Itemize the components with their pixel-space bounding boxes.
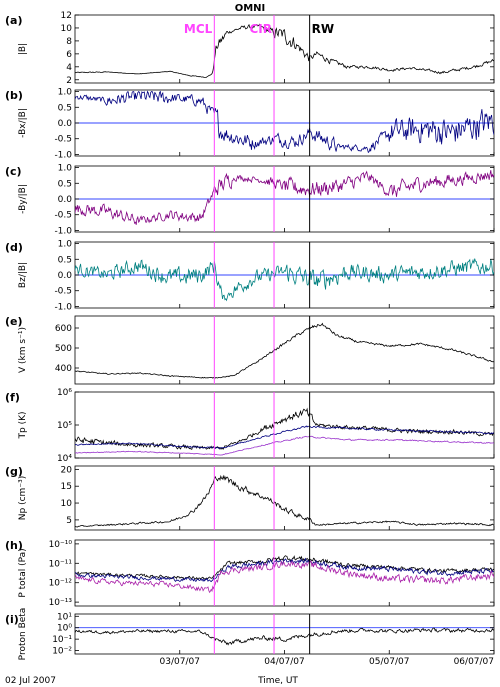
y-tick-label: 20 [61, 465, 73, 475]
y-tick-label: 1.0 [58, 164, 73, 174]
y-axis-label: Np (cm⁻³) [18, 476, 28, 520]
y-tick-label: 2 [66, 76, 72, 86]
panel-letter: (d) [5, 241, 23, 254]
y-tick-label: 10⁻¹¹ [49, 559, 73, 569]
y-tick-label: 400 [55, 364, 72, 374]
panel-f: 10⁴ 10⁵ 10⁶ (f) Tp (K) [5, 388, 495, 464]
y-axis-label: -Bx/|B| [18, 108, 28, 138]
y-tick-label: -0.5 [54, 287, 72, 297]
y-tick-label: 5 [66, 516, 72, 526]
series-line-b-0 [75, 90, 494, 154]
x-axis: 03/07/07 04/07/07 05/07/07 06/07/07 [160, 657, 494, 667]
y-tick-label: 10⁴ [57, 454, 72, 464]
y-axis-label: Bz/|B| [18, 262, 28, 288]
y-axis-label: Tp (K) [18, 412, 28, 440]
chart-title: OMNI [235, 3, 266, 14]
panel-frame [74, 315, 495, 385]
series-line-h-1 [75, 557, 494, 583]
series-line-f-2 [75, 435, 494, 456]
marker-label-mcl: MCL [184, 22, 213, 36]
y-tick-label: -1.0 [54, 150, 72, 160]
y-tick-label: -1.0 [54, 226, 72, 236]
y-tick-label: 10⁻¹ [52, 635, 72, 645]
panel-letter: (f) [5, 391, 20, 404]
series-line-h-0 [75, 555, 494, 580]
panel-letter: (e) [5, 315, 23, 328]
panel-letter: (b) [5, 89, 23, 102]
panel-letter: (c) [5, 165, 22, 178]
panel-letter: (h) [5, 539, 23, 552]
y-tick-label: 600 [55, 324, 72, 334]
y-tick-label: 0.5 [58, 103, 72, 113]
event-markers: MCL CIR RW [184, 15, 334, 654]
panel-frame [74, 613, 495, 655]
y-tick-label: 10⁵ [57, 421, 72, 431]
x-tick-label: 04/07/07 [264, 657, 304, 667]
panel-letter: (g) [5, 465, 23, 478]
y-tick-label: 10⁻¹² [49, 579, 73, 589]
y-tick-label: 1.0 [58, 240, 73, 250]
series-line-c-0 [75, 170, 494, 225]
panel-letter: (a) [5, 14, 22, 27]
y-tick-label: 10⁻¹⁰ [49, 540, 73, 550]
y-tick-label: 10 [61, 24, 73, 34]
y-tick-label: -0.5 [54, 211, 72, 221]
panel-d: -1.0 -0.5 0.0 0.5 1.0 (d) Bz/|B| [5, 240, 495, 312]
series-line-e-0 [75, 322, 494, 379]
y-tick-label: 500 [55, 344, 72, 354]
panel-frame [74, 14, 495, 84]
panel-e: 400 500 600 (e)V (km s⁻¹) [5, 315, 495, 385]
y-tick-label: 4 [66, 63, 72, 73]
y-tick-label: 10⁰ [57, 624, 72, 634]
y-tick-label: 0.0 [58, 119, 73, 129]
y-tick-label: 10¹ [57, 612, 72, 622]
series-line-a-0 [75, 23, 494, 78]
panels-group: 2 4 6 8 10 12 (a) |B| -1.0 -0.5 0.0 0.5 1.0 (b) -Bx/|B… [5, 11, 495, 661]
marker-label-rw: RW [312, 22, 334, 36]
panel-c: -1.0 -0.5 0.0 0.5 1.0 (c) -By/|B| [5, 164, 495, 236]
y-tick-label: -0.5 [54, 135, 72, 145]
date-label: 02 Jul 2007 [5, 676, 56, 686]
y-axis-label: V (km s⁻¹) [18, 327, 28, 373]
y-tick-label: 0.0 [58, 195, 73, 205]
panel-a: 2 4 6 8 10 12 (a) |B| [5, 11, 495, 86]
y-tick-label: 1.0 [58, 88, 73, 98]
panel-h: 10⁻¹³ 10⁻¹² 10⁻¹¹ 10⁻¹⁰ (h)P total (Pa) [5, 539, 495, 608]
series-line-f-0 [75, 407, 494, 450]
series-line-g-0 [75, 474, 494, 528]
x-tick-label: 05/07/07 [369, 657, 409, 667]
y-tick-label: 10 [61, 499, 73, 509]
panel-frame [74, 465, 495, 531]
x-axis-label: Time, UT [257, 676, 298, 686]
y-axis-label: Proton Beta [18, 608, 28, 661]
y-tick-label: -1.0 [54, 302, 72, 312]
marker-label-cir: CIR [250, 22, 273, 36]
y-tick-label: 0.5 [58, 179, 72, 189]
panel-g: 5 10 15 20 (g)Np (cm⁻³) [5, 465, 495, 531]
panel-letter: (i) [5, 613, 19, 626]
x-tick-label: 06/07/07 [454, 657, 494, 667]
y-tick-label: 0.5 [58, 255, 72, 265]
y-tick-label: 6 [66, 50, 72, 60]
panel-frame [74, 391, 495, 459]
y-tick-label: 8 [66, 37, 72, 47]
y-axis-label: |B| [18, 43, 28, 55]
y-tick-label: 10⁻¹³ [49, 598, 73, 608]
panel-b: -1.0 -0.5 0.0 0.5 1.0 (b) -Bx/|B| [5, 88, 495, 160]
y-tick-label: 0.0 [58, 271, 73, 281]
x-tick-label: 03/07/07 [160, 657, 200, 667]
y-tick-label: 10⁶ [57, 388, 72, 398]
series-line-i-0 [75, 627, 494, 646]
y-tick-label: 12 [61, 11, 72, 21]
series-line-h-2 [75, 560, 494, 594]
y-axis-label: P total (Pa) [18, 548, 28, 597]
series-line-f-1 [75, 425, 494, 449]
series-line-d-0 [75, 258, 494, 302]
y-axis-label: -By/|B| [18, 184, 28, 214]
y-tick-label: 10⁻² [52, 647, 72, 657]
y-tick-label: 15 [61, 482, 72, 492]
